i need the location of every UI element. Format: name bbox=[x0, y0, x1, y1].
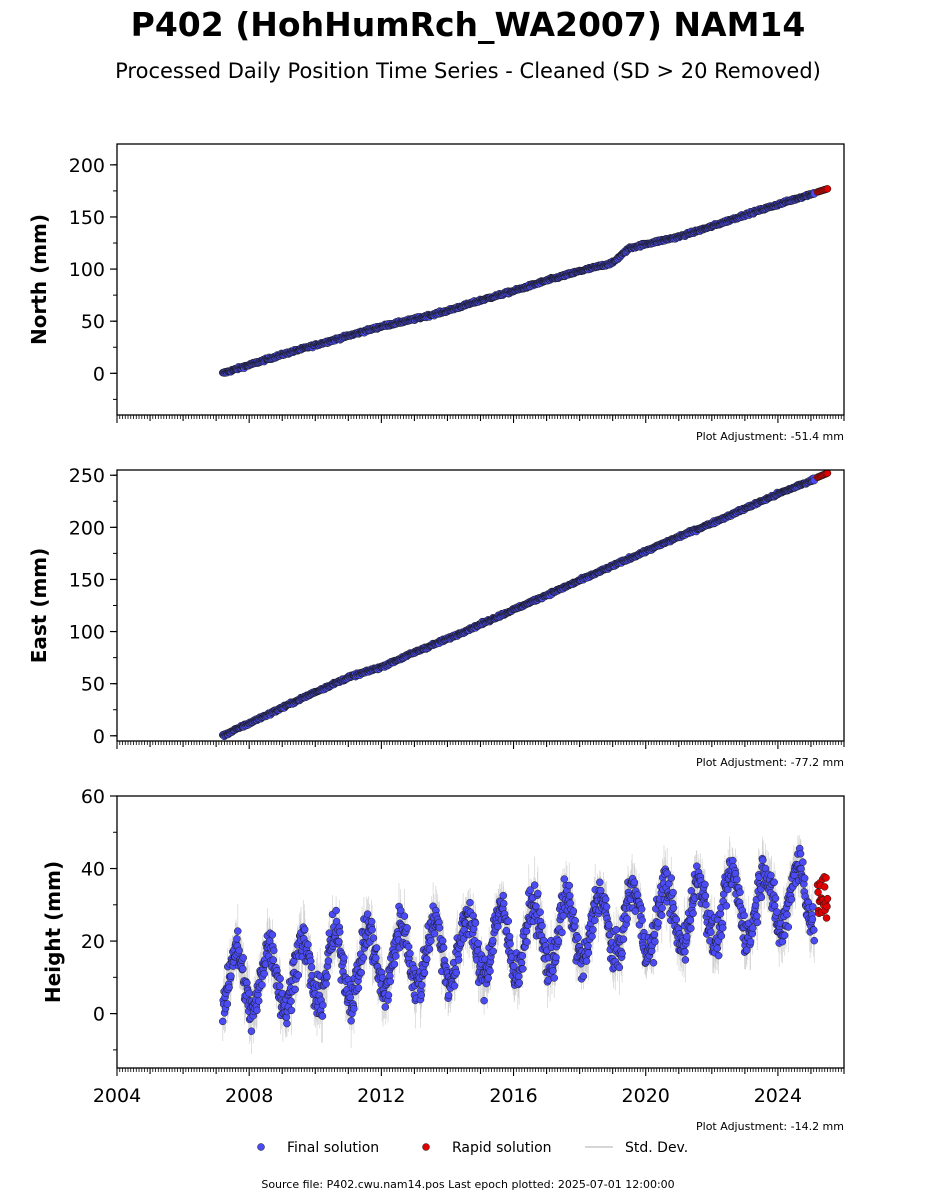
y-tick-label: 250 bbox=[69, 465, 105, 487]
data-point-final bbox=[239, 965, 247, 973]
rapid-solution-points bbox=[813, 470, 832, 482]
data-point-final bbox=[258, 981, 266, 989]
y-tick-label: 150 bbox=[69, 569, 105, 591]
data-point-final bbox=[283, 1019, 291, 1028]
plot-area bbox=[218, 470, 832, 741]
data-point-final bbox=[233, 935, 241, 943]
data-point-final bbox=[275, 982, 284, 990]
figure-title: P402 (HohHumRch_WA2007) NAM14 bbox=[131, 5, 806, 44]
y-axis-label: North (mm) bbox=[27, 214, 51, 345]
y-tick-label: 200 bbox=[69, 517, 105, 539]
data-point-final bbox=[223, 1000, 232, 1008]
panel-north: 0 50 100 150 200 North (mm) Plot Adjustment: -… bbox=[27, 143, 845, 443]
data-point-rapid bbox=[823, 470, 832, 477]
data-point-final bbox=[235, 946, 243, 955]
data-point-final bbox=[260, 969, 268, 978]
y-tick-label: 0 bbox=[93, 363, 105, 385]
y-tick-label: 200 bbox=[69, 155, 105, 177]
y-tick-label: 100 bbox=[69, 622, 105, 644]
plot-adjustment-note: Plot Adjustment: -51.4 mm bbox=[696, 430, 844, 443]
data-point-final bbox=[234, 927, 242, 935]
data-point-final bbox=[218, 1017, 227, 1026]
final-solution-points bbox=[218, 474, 819, 741]
data-point-final bbox=[269, 956, 278, 964]
y-tick-label: 50 bbox=[81, 674, 105, 696]
final-solution-points bbox=[218, 189, 819, 377]
figure-subtitle: Processed Daily Position Time Series - C… bbox=[115, 59, 821, 83]
data-point-final bbox=[227, 972, 235, 980]
y-tick-label: 100 bbox=[69, 259, 105, 281]
panel-east: 0 50 100 150 200 250 East (mm) Plot Adjustment:… bbox=[27, 465, 845, 769]
data-point-final bbox=[239, 954, 247, 962]
final-solution-points bbox=[218, 844, 819, 1035]
plot-adjustment-note: Plot Adjustment: -77.2 mm bbox=[696, 756, 844, 769]
data-point-final bbox=[253, 1006, 261, 1015]
data-point-final bbox=[254, 997, 263, 1005]
data-point-final bbox=[268, 931, 277, 939]
y-tick-label: 50 bbox=[81, 311, 105, 333]
rapid-solution-points bbox=[813, 185, 832, 196]
plot-area bbox=[218, 185, 832, 377]
y-tick-label: 0 bbox=[93, 726, 105, 748]
y-axis-label: East (mm) bbox=[27, 548, 51, 664]
data-point-final bbox=[245, 989, 253, 998]
data-point-final bbox=[269, 946, 278, 955]
plot-area bbox=[218, 835, 832, 1054]
y-tick-label: 150 bbox=[69, 207, 105, 229]
data-point-final bbox=[276, 974, 284, 983]
data-point-final bbox=[225, 983, 233, 992]
data-point-final bbox=[247, 1027, 256, 1035]
data-point-rapid bbox=[823, 185, 832, 193]
